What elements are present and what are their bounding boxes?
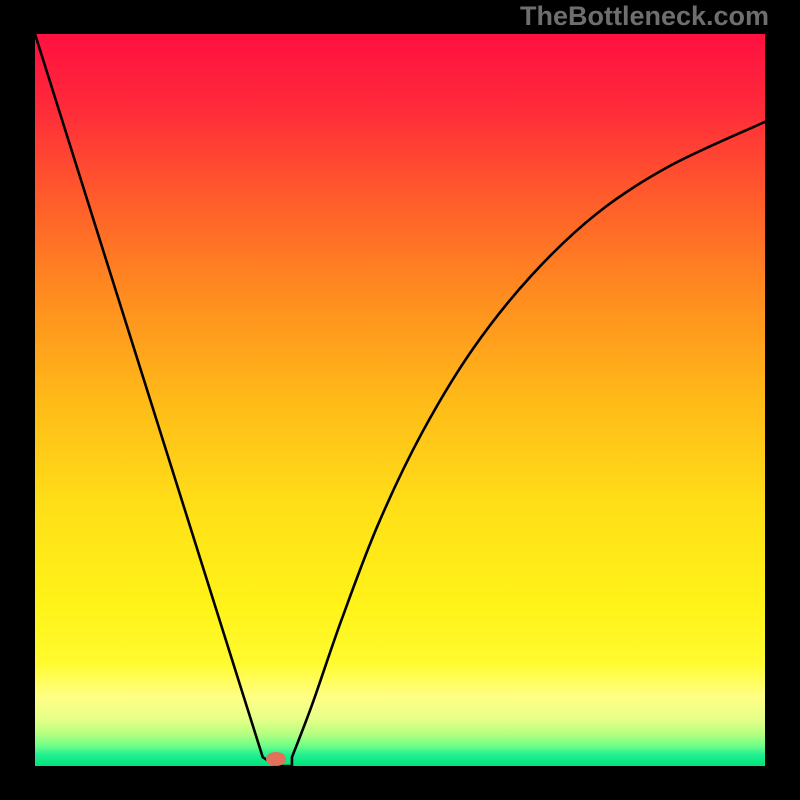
watermark-text: TheBottleneck.com [520,1,769,32]
vertex-marker [266,752,286,766]
plot-area [35,34,765,766]
bottleneck-curve-path [35,34,765,766]
bottleneck-curve [35,34,765,766]
